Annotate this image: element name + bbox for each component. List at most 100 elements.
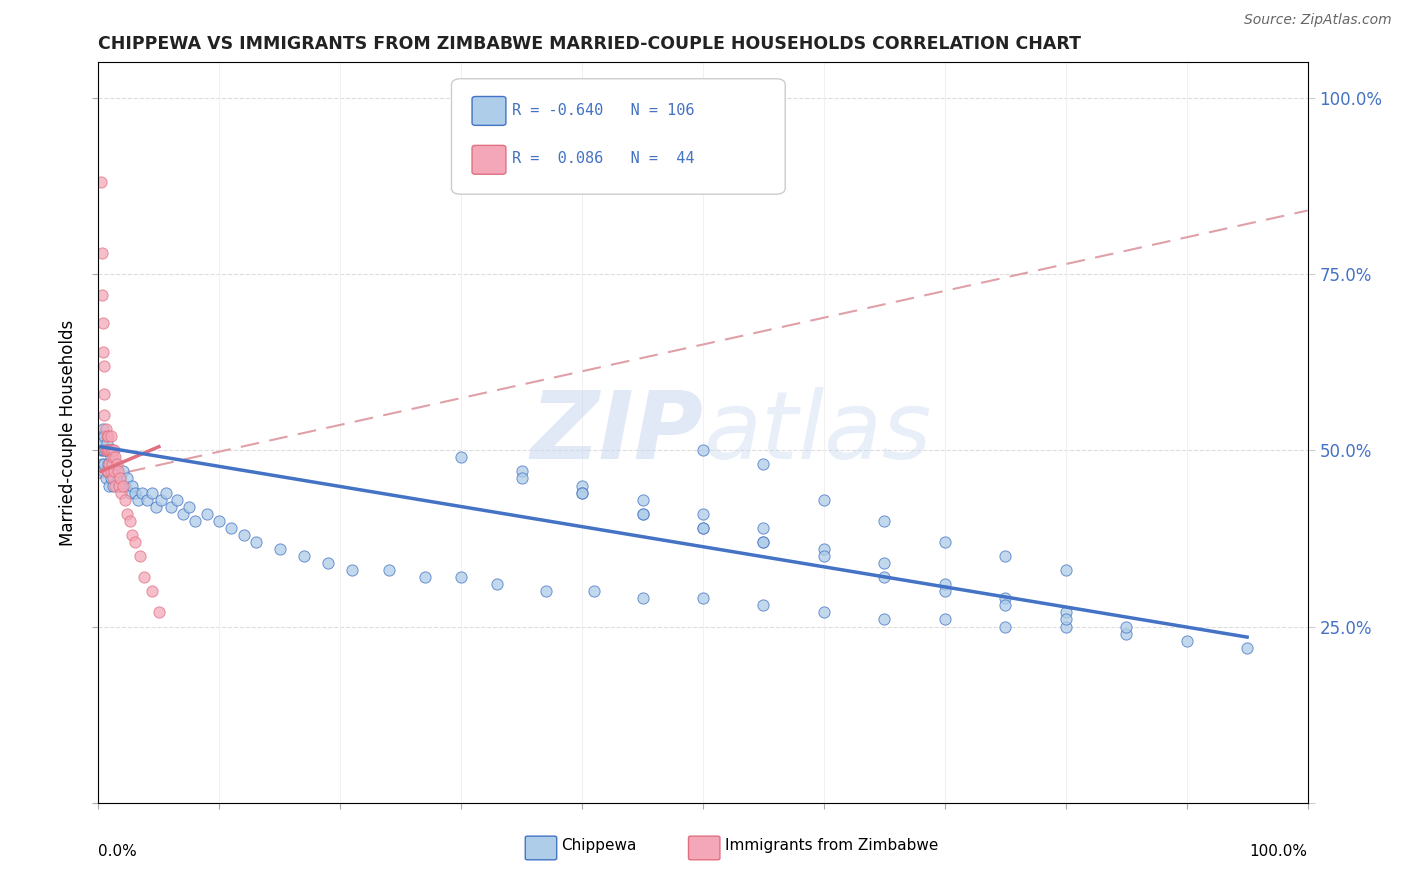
- Point: [114, 492, 136, 507]
- Point: [101, 458, 124, 472]
- Point: [114, 478, 136, 492]
- Point: [184, 514, 207, 528]
- Point: [155, 485, 177, 500]
- Point: [97, 464, 120, 478]
- Point: [104, 450, 127, 465]
- Point: [90, 175, 112, 189]
- Point: [631, 492, 654, 507]
- Point: [631, 507, 654, 521]
- Point: [692, 521, 714, 535]
- Point: [100, 464, 122, 478]
- Point: [91, 458, 114, 472]
- Point: [141, 584, 163, 599]
- Point: [100, 429, 122, 443]
- Point: [160, 500, 183, 514]
- Point: [571, 478, 593, 492]
- Point: [97, 429, 120, 443]
- Point: [934, 584, 956, 599]
- Point: [96, 436, 118, 450]
- Point: [752, 535, 775, 549]
- Point: [631, 507, 654, 521]
- Point: [195, 507, 218, 521]
- Text: Immigrants from Zimbabwe: Immigrants from Zimbabwe: [724, 838, 938, 854]
- Point: [90, 429, 112, 443]
- Point: [91, 316, 114, 330]
- Point: [377, 563, 399, 577]
- Point: [934, 577, 956, 591]
- Point: [631, 591, 654, 606]
- Text: Source: ZipAtlas.com: Source: ZipAtlas.com: [1244, 13, 1392, 28]
- Point: [873, 514, 896, 528]
- Point: [752, 521, 775, 535]
- Point: [100, 471, 122, 485]
- Point: [124, 485, 146, 500]
- Point: [692, 591, 714, 606]
- Point: [101, 450, 124, 465]
- Point: [752, 535, 775, 549]
- Point: [134, 570, 156, 584]
- Point: [91, 344, 114, 359]
- Point: [450, 570, 472, 584]
- Point: [91, 464, 114, 478]
- Point: [97, 458, 120, 472]
- Point: [124, 535, 146, 549]
- Point: [94, 443, 117, 458]
- Point: [128, 549, 150, 563]
- Point: [96, 443, 118, 458]
- Point: [91, 443, 114, 458]
- Point: [873, 556, 896, 570]
- Point: [994, 619, 1017, 633]
- Point: [342, 563, 364, 577]
- Point: [111, 478, 134, 492]
- Point: [103, 464, 125, 478]
- Point: [98, 443, 121, 458]
- Text: R =  0.086   N =  44: R = 0.086 N = 44: [512, 151, 695, 166]
- Point: [101, 478, 124, 492]
- Point: [94, 471, 117, 485]
- Point: [104, 458, 127, 472]
- Point: [166, 492, 188, 507]
- Point: [93, 408, 115, 422]
- Point: [91, 422, 114, 436]
- Point: [292, 549, 315, 563]
- Point: [93, 429, 115, 443]
- Point: [98, 443, 121, 458]
- Point: [107, 464, 129, 478]
- Point: [108, 478, 131, 492]
- Point: [692, 521, 714, 535]
- Point: [994, 599, 1017, 613]
- Point: [105, 464, 128, 478]
- Point: [103, 443, 125, 458]
- Point: [510, 464, 533, 478]
- Point: [172, 507, 194, 521]
- Point: [111, 464, 134, 478]
- Point: [97, 443, 120, 458]
- Point: [692, 507, 714, 521]
- Point: [101, 471, 124, 485]
- FancyBboxPatch shape: [526, 836, 557, 860]
- Text: 100.0%: 100.0%: [1250, 844, 1308, 858]
- Point: [571, 485, 593, 500]
- Point: [94, 443, 117, 458]
- Point: [245, 535, 267, 549]
- Point: [232, 528, 254, 542]
- Point: [107, 471, 129, 485]
- Point: [994, 591, 1017, 606]
- Point: [103, 464, 125, 478]
- FancyBboxPatch shape: [451, 78, 785, 194]
- Text: atlas: atlas: [703, 387, 931, 478]
- Point: [873, 612, 896, 626]
- Point: [108, 471, 131, 485]
- Point: [121, 528, 143, 542]
- Point: [486, 577, 509, 591]
- Point: [100, 443, 122, 458]
- Point: [813, 492, 835, 507]
- Point: [98, 458, 121, 472]
- Point: [994, 549, 1017, 563]
- Point: [813, 606, 835, 620]
- Point: [583, 584, 606, 599]
- Point: [934, 612, 956, 626]
- Point: [316, 556, 339, 570]
- Point: [1054, 606, 1077, 620]
- Point: [413, 570, 436, 584]
